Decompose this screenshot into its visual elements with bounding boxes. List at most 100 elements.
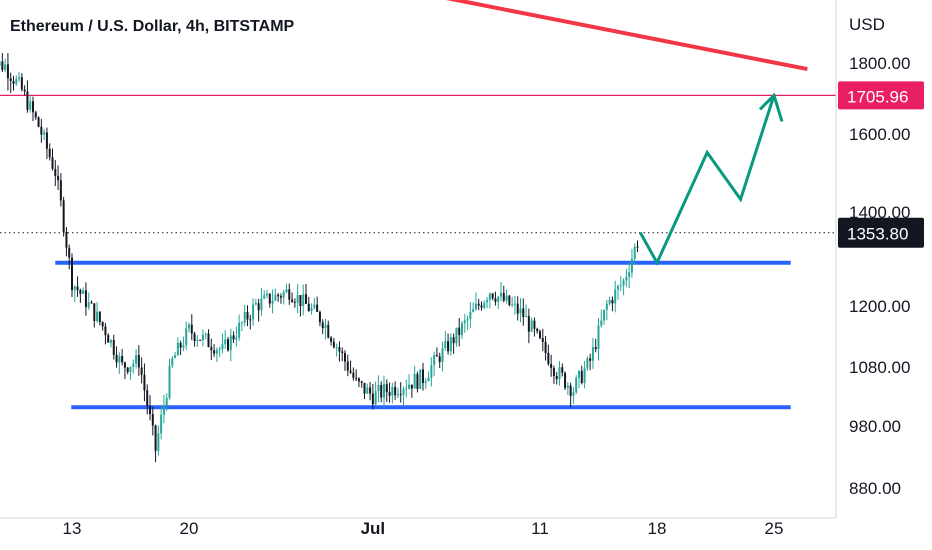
candle-body	[335, 347, 338, 349]
candle-body	[215, 350, 218, 354]
candle-body	[140, 367, 143, 375]
candle-body	[157, 433, 160, 451]
candle-body	[608, 299, 611, 304]
candle-body	[291, 299, 294, 302]
candle-body	[193, 333, 196, 342]
descending-trend-line[interactable]	[339, 0, 808, 72]
candle-body	[29, 101, 32, 110]
candle-body	[330, 337, 333, 342]
candle-body	[302, 294, 305, 307]
candle-body	[527, 316, 530, 332]
projection-path[interactable]	[638, 94, 776, 267]
candle-body	[285, 289, 288, 293]
candle-body	[539, 331, 541, 338]
candle-body	[71, 257, 73, 291]
candle-body	[277, 294, 280, 297]
candle-body	[572, 392, 575, 396]
candle-body	[45, 132, 48, 149]
candle-body	[188, 324, 190, 329]
candle-body	[416, 373, 419, 389]
candle-body	[597, 325, 600, 350]
candle-body	[62, 200, 65, 232]
candle-body	[344, 352, 346, 362]
candle-body	[282, 292, 285, 298]
candle-body	[313, 304, 316, 308]
candle-body	[227, 339, 229, 351]
candle-body	[458, 327, 461, 335]
candle-body	[477, 303, 480, 306]
candle-body	[196, 339, 199, 342]
candle-body	[591, 347, 594, 361]
candle-body	[279, 296, 282, 298]
candle-body	[388, 392, 391, 396]
candle-body	[614, 289, 617, 304]
candle-body	[305, 294, 307, 304]
candle-body	[59, 180, 62, 201]
candle-body	[519, 308, 522, 314]
candle-body	[221, 344, 224, 350]
candle-body	[405, 388, 408, 390]
candle-body	[162, 405, 165, 415]
candle-body	[201, 334, 204, 341]
candle-body	[171, 357, 174, 366]
candle-body	[463, 320, 466, 324]
candle-body	[57, 176, 60, 181]
candle-body	[561, 367, 564, 373]
candle-body	[149, 405, 151, 415]
candle-body	[636, 246, 639, 248]
candle-body	[327, 324, 330, 338]
candle-body	[444, 341, 447, 349]
candle-body	[23, 89, 26, 92]
candle-body	[394, 386, 397, 396]
candle-body	[408, 384, 411, 389]
candle-body	[249, 319, 252, 321]
candle-body	[352, 372, 355, 378]
candle-body	[558, 367, 561, 380]
candle-body	[79, 290, 82, 294]
candle-body	[433, 355, 436, 365]
candle-body	[126, 367, 129, 373]
candle-body	[494, 298, 497, 302]
candle-body	[374, 390, 377, 405]
candle-body	[135, 355, 138, 364]
candle-body	[185, 328, 188, 346]
candle-body	[449, 337, 452, 352]
currency-label: USD	[849, 15, 885, 34]
candle-body	[594, 347, 597, 350]
candle-body	[605, 303, 608, 310]
candle-body	[424, 381, 427, 383]
candle-body	[316, 304, 319, 312]
candle-body	[575, 377, 578, 393]
candle-body	[580, 370, 583, 383]
candle-body	[243, 312, 246, 323]
candle-body	[32, 101, 34, 113]
candle-body	[466, 319, 469, 321]
candle-body	[115, 354, 118, 363]
candle-body	[260, 298, 263, 311]
candle-body	[252, 304, 255, 320]
candle-body	[349, 370, 352, 373]
candle-body	[112, 340, 115, 355]
candle-body	[121, 356, 124, 363]
candle-body	[84, 290, 87, 308]
candle-body	[137, 355, 140, 368]
candle-body	[371, 393, 374, 405]
candle-body	[271, 300, 274, 304]
candle-body	[229, 335, 232, 351]
candle-body	[530, 320, 533, 332]
candle-body	[204, 333, 207, 335]
candle-body	[422, 369, 424, 383]
candle-body	[123, 362, 126, 368]
candle-body	[174, 355, 177, 358]
candle-body	[318, 311, 321, 323]
candle-body	[547, 352, 550, 364]
candle-body	[502, 292, 505, 301]
candle-body	[369, 387, 372, 394]
candle-body	[377, 385, 380, 391]
candle-body	[441, 348, 444, 363]
current-price-label: 1353.80	[847, 225, 908, 244]
candle-body	[447, 341, 450, 352]
candle-body	[0, 61, 1, 66]
candle-body	[341, 351, 344, 353]
